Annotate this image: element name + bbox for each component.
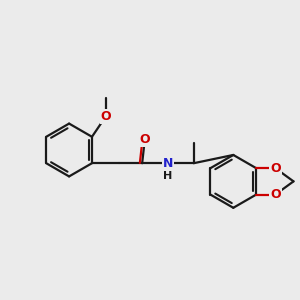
Text: O: O (140, 133, 150, 146)
Text: O: O (100, 110, 111, 123)
Text: N: N (163, 157, 173, 170)
Text: O: O (270, 162, 281, 175)
Text: H: H (163, 171, 172, 181)
Text: O: O (270, 188, 281, 201)
